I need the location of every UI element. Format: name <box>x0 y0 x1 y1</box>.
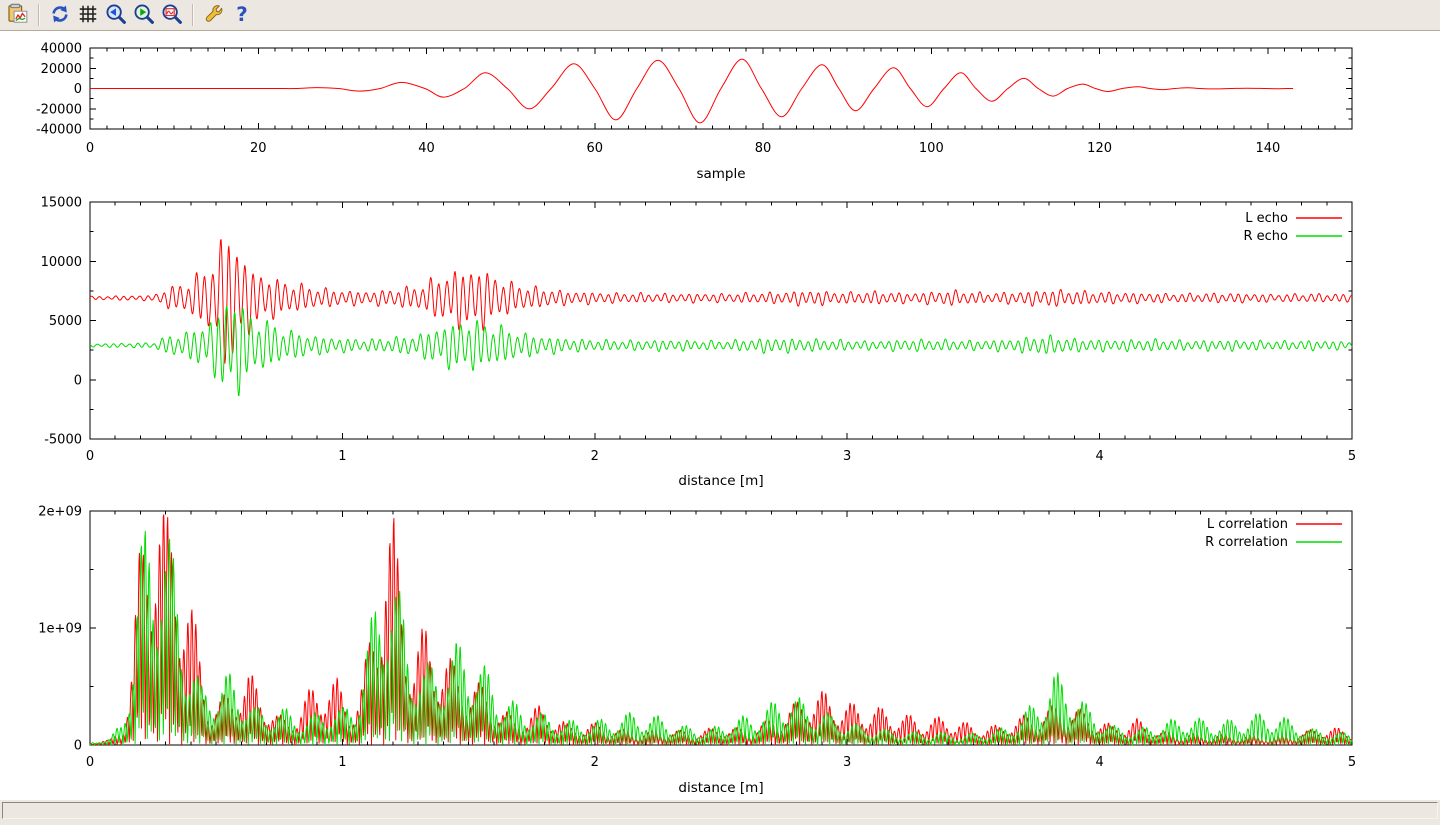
grid-icon <box>77 3 99 28</box>
x-tick-label: 5 <box>1348 449 1356 464</box>
x-tick-label: 0 <box>86 755 94 770</box>
configure-icon <box>203 3 225 28</box>
x-tick-label: 2 <box>591 755 599 770</box>
y-tick-label: -20000 <box>36 102 82 117</box>
x-tick-label: 1 <box>338 755 346 770</box>
x-axis-label: distance [m] <box>678 780 763 796</box>
refresh-icon <box>49 3 71 28</box>
grid-button[interactable] <box>75 2 101 28</box>
legend-label: L echo <box>1245 211 1288 226</box>
series-l-correlation <box>89 514 1353 746</box>
copy-plot-button[interactable] <box>5 2 31 28</box>
y-tick-label: -5000 <box>44 433 82 448</box>
x-tick-label: 40 <box>418 141 435 156</box>
y-tick-label: 2e+09 <box>38 505 82 520</box>
toolbar-separator <box>192 4 194 26</box>
plot-frame <box>89 510 1353 746</box>
sample-waveform-plot[interactable]: 0 20 40 60 80 100 120 140 -40000 -20000 0 20000 4000… <box>0 33 1440 188</box>
y-tick-label: 10000 <box>41 255 82 270</box>
x-tick-label: 80 <box>755 141 772 156</box>
series-r-correlation <box>89 530 1353 746</box>
series-pulse <box>90 58 1294 124</box>
zoom-next-button[interactable] <box>131 2 157 28</box>
y-tick-label: 15000 <box>41 196 82 211</box>
series-r-echo <box>89 306 1353 397</box>
correlation-plot[interactable]: 0 1 2 3 4 5 0 1e+09 2e+09 distance [m] L correlati… <box>0 495 1440 800</box>
x-axis-label: sample <box>696 166 745 182</box>
zoom-next-icon <box>133 3 155 28</box>
x-tick-label: 60 <box>587 141 604 156</box>
legend-label: R correlation <box>1205 535 1288 550</box>
x-tick-label: 120 <box>1087 141 1112 156</box>
x-tick-label: 1 <box>338 449 346 464</box>
y-tick-label: 20000 <box>41 62 82 77</box>
plot-frame <box>89 201 1353 440</box>
help-button[interactable]: ? <box>229 2 255 28</box>
legend-label: L correlation <box>1207 517 1288 532</box>
x-tick-label: 3 <box>843 755 851 770</box>
status-field <box>2 802 1438 819</box>
x-tick-label: 0 <box>86 141 94 156</box>
y-tick-label: -40000 <box>36 123 82 138</box>
y-tick-label: 5000 <box>49 314 82 329</box>
copy-plot-icon <box>7 3 29 28</box>
legend-label: R echo <box>1243 229 1288 244</box>
x-tick-label: 2 <box>591 449 599 464</box>
zoom-previous-icon <box>105 3 127 28</box>
svg-text:?: ? <box>236 3 247 25</box>
zoom-fit-button[interactable] <box>159 2 185 28</box>
y-tick-label: 0 <box>74 739 82 754</box>
toolbar: ? <box>0 0 1440 31</box>
x-tick-label: 140 <box>1255 141 1280 156</box>
x-axis-label: distance [m] <box>678 473 763 489</box>
x-tick-label: 3 <box>843 449 851 464</box>
x-tick-label: 100 <box>919 141 944 156</box>
series-l-echo <box>89 239 1353 364</box>
echo-plot[interactable]: 0 1 2 3 4 5 -5000 0 5000 10000 15000 distance [m] L … <box>0 188 1440 495</box>
plot-area: 0 20 40 60 80 100 120 140 -40000 -20000 0 20000 4000… <box>0 32 1440 800</box>
help-icon: ? <box>231 3 253 28</box>
zoom-previous-button[interactable] <box>103 2 129 28</box>
y-tick-label: 40000 <box>41 42 82 57</box>
toolbar-separator <box>38 4 40 26</box>
x-tick-label: 0 <box>86 449 94 464</box>
y-tick-label: 0 <box>74 373 82 388</box>
refresh-button[interactable] <box>47 2 73 28</box>
y-tick-label: 1e+09 <box>38 622 82 637</box>
configure-button[interactable] <box>201 2 227 28</box>
x-tick-label: 20 <box>250 141 267 156</box>
x-tick-label: 5 <box>1348 755 1356 770</box>
y-tick-label: 0 <box>74 82 82 97</box>
zoom-fit-icon <box>161 3 183 28</box>
x-tick-label: 4 <box>1095 755 1103 770</box>
x-tick-label: 4 <box>1095 449 1103 464</box>
status-bar <box>0 800 1440 825</box>
